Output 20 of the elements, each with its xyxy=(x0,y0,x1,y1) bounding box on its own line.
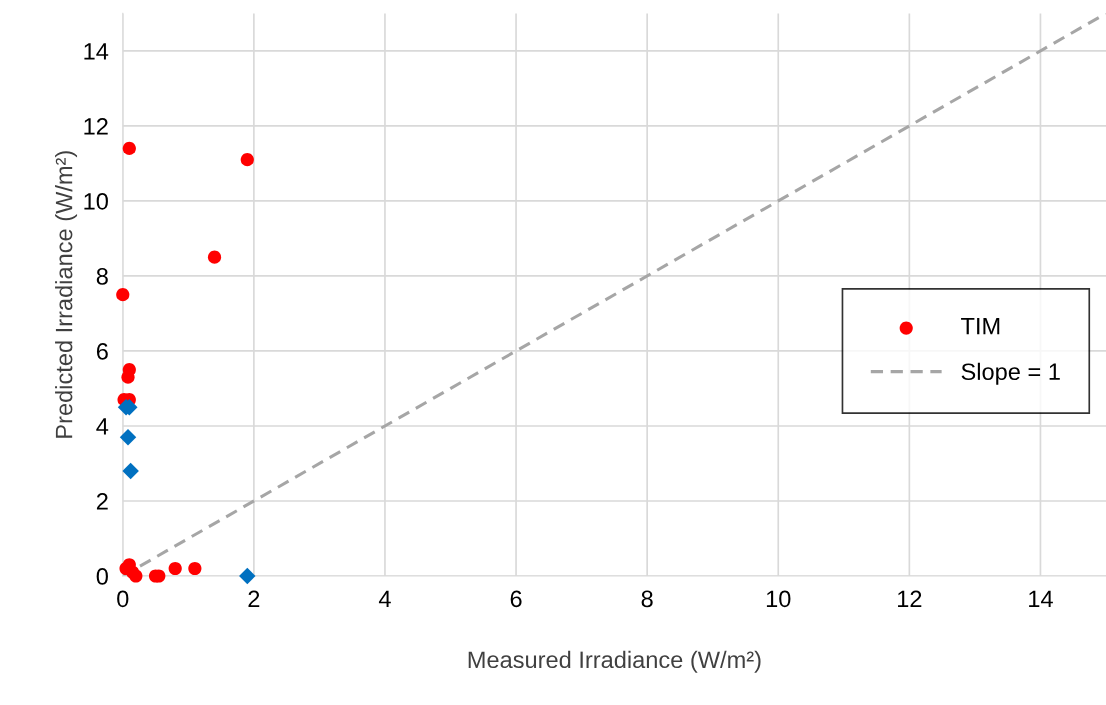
y-tick-label: 2 xyxy=(96,493,108,510)
legend-label: TIM xyxy=(961,318,1000,335)
x-tick-label: 12 xyxy=(898,590,922,607)
x-axis-title: Measured Irradiance (W/m²) xyxy=(468,650,761,673)
y-tick-label: 4 xyxy=(96,418,109,435)
y-tick-label: 6 xyxy=(96,343,108,360)
x-tick-label: 14 xyxy=(1029,590,1053,607)
x-tick-label: 10 xyxy=(766,590,791,608)
x-tick-label: 8 xyxy=(641,590,653,608)
legend-label: Slope = 1 xyxy=(961,362,1060,385)
y-axis-title: Predicted Irradiance (W/m²) xyxy=(55,151,78,438)
y-tick-label: 10 xyxy=(84,192,108,210)
y-tick-label: 14 xyxy=(84,43,109,60)
x-tick-label: 2 xyxy=(248,590,260,607)
y-tick-label: 8 xyxy=(96,268,108,285)
x-tick-label: 4 xyxy=(378,590,391,607)
y-tick-label: 0 xyxy=(96,568,108,585)
x-tick-label: 6 xyxy=(510,590,522,608)
y-tick-label: 12 xyxy=(84,117,108,135)
x-tick-label: 0 xyxy=(117,590,129,608)
